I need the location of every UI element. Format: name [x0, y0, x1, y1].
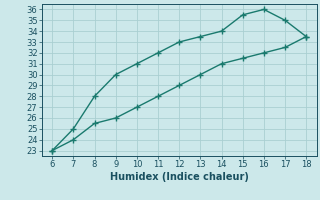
- X-axis label: Humidex (Indice chaleur): Humidex (Indice chaleur): [110, 172, 249, 182]
